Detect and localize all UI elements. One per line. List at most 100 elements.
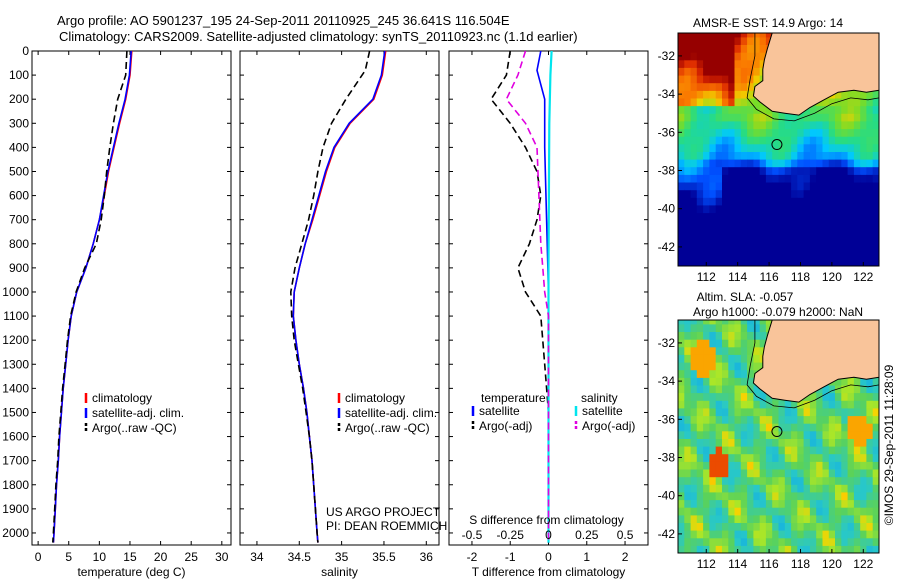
sst-map-ytick-label: -40 — [658, 202, 676, 216]
depth-tick-label: 100 — [9, 68, 29, 82]
sla-map-xtick-label: 112 — [697, 557, 716, 571]
legend-label: Argo(-adj) — [479, 419, 532, 433]
temperature-profile-frame — [31, 50, 232, 546]
sst-map-ytick-label: -32 — [658, 49, 676, 63]
depth-tick-label: 1000 — [2, 285, 29, 299]
sst-map-xtick-label: 120 — [822, 270, 842, 284]
depth-tick-label: 500 — [9, 164, 29, 178]
temperature-profile-xtick-label: 30 — [215, 550, 229, 564]
difference-profile-xtick-label: 2 — [622, 550, 629, 564]
difference-profile-xtick-label: -1 — [505, 550, 516, 564]
sla-map-ytick-label: -36 — [658, 412, 676, 426]
depth-tick-label: 600 — [9, 189, 29, 203]
depth-tick-label: 2000 — [2, 526, 29, 540]
legend-label: climatology — [345, 391, 405, 405]
sst-map-ytick-label: -34 — [658, 87, 676, 101]
legend-label: satellite — [582, 404, 623, 418]
sst-map-frame — [677, 32, 880, 267]
temperature-profile-xlabel: temperature (deg C) — [77, 565, 185, 579]
sst-map-ytick-label: -36 — [658, 125, 676, 139]
sla-map-frame — [677, 319, 880, 554]
depth-tick-label: 1200 — [2, 333, 29, 347]
salinity-profile-series-satellite-adj-clim- — [292, 50, 386, 543]
salinity-diff-tick-label: 0 — [545, 528, 552, 542]
sla-map-ytick-label: -38 — [658, 451, 676, 465]
pi-label: PI: DEAN ROEMMICH — [326, 519, 447, 533]
sla-map-xtick-label: 116 — [760, 557, 779, 571]
sst-map-xtick-label: 116 — [760, 270, 779, 284]
depth-tick-label: 800 — [9, 237, 29, 251]
depth-tick-label: 300 — [9, 116, 29, 130]
legend-label: satellite-adj. clim. — [345, 406, 437, 420]
salinity-profile-xtick-label: 34.5 — [288, 550, 312, 564]
sst-map-land — [752, 33, 879, 116]
temperature-profile-panel: 0 100 200 300 400 500 600 700 800 900 1000 1100 1200… — [2, 44, 232, 579]
imos-timestamp: ©IMOS 29-Sep-2011 11:28:09 — [882, 364, 896, 525]
difference-profile-panel: -2 -1 0 1 2T difference from climatology — [448, 50, 649, 579]
depth-tick-label: 1400 — [2, 381, 29, 395]
difference-profile-xtick-label: 1 — [583, 550, 590, 564]
difference-profile-xlabel: T difference from climatology — [472, 565, 626, 579]
difference-legend: temperature salinitysatelliteArgo(-adj)sa… — [462, 391, 636, 542]
sla-map-title-1: Altim. SLA: -0.057 — [697, 290, 794, 304]
salinity-diff-tick-label: -0.25 — [497, 528, 525, 542]
sla-map: 112 114 116 118 120 122 -32 -34 -36 -38 -40 -42 — [658, 319, 880, 571]
salinity-diff-label: S difference from climatology — [469, 513, 624, 527]
temperature-profile-xtick-label: 10 — [93, 550, 107, 564]
project-label: US ARGO PROJECT — [326, 505, 441, 519]
temperature-profile-xtick-label: 5 — [65, 550, 72, 564]
difference-profile-xtick-label: -2 — [467, 550, 478, 564]
sst-map-xtick-label: 112 — [697, 270, 716, 284]
legend-label: Argo(..raw -QC) — [92, 421, 177, 435]
depth-tick-label: 700 — [9, 213, 29, 227]
depth-tick-label: 400 — [9, 140, 29, 154]
temperature-profile-series-argo-raw-qc- — [52, 50, 128, 543]
legend-label: climatology — [92, 391, 152, 405]
legend-label: satellite-adj. clim. — [92, 406, 184, 420]
sla-map-ytick-label: -32 — [658, 336, 676, 350]
depth-tick-label: 1800 — [2, 478, 29, 492]
sla-map-xtick-label: 120 — [822, 557, 842, 571]
depth-tick-label: 1100 — [3, 309, 29, 323]
sst-map-xtick-label: 118 — [791, 270, 810, 284]
salinity-diff-tick-label: 0.25 — [575, 528, 599, 542]
temperature-profile-xtick-label: 20 — [154, 550, 168, 564]
temperature-profile-xtick-label: 0 — [35, 550, 42, 564]
salinity-profile-frame — [239, 50, 440, 546]
difference-profile-series-argo-adj- — [490, 50, 550, 543]
salinity-profile-panel: 34 34.5 35 35.5 36 salinity — [239, 50, 440, 579]
title-line-2: Climatology: CARS2009. Satellite-adjuste… — [59, 29, 578, 44]
depth-tick-label: 1700 — [2, 454, 29, 468]
legend-label: Argo(-adj) — [582, 419, 635, 433]
sst-map: 112 114 116 118 120 122 -32 -34 -36 -38 -40 -42 — [658, 32, 880, 284]
depth-tick-label: 900 — [9, 261, 29, 275]
depth-tick-label: 200 — [9, 92, 29, 106]
sla-map-xtick-label: 114 — [728, 557, 747, 571]
sst-map-argo-marker — [771, 139, 783, 151]
sla-map-isobath — [746, 320, 879, 409]
sla-map-xtick-label: 118 — [791, 557, 810, 571]
salinity-profile-xtick-label: 35.5 — [372, 550, 396, 564]
depth-tick-label: 1300 — [2, 357, 29, 371]
sla-map-argo-marker — [771, 426, 783, 438]
sla-map-ytick-label: -34 — [658, 374, 676, 388]
sla-map-land — [752, 320, 879, 403]
salinity-profile-series-argo-raw-qc- — [289, 50, 371, 543]
depth-tick-label: 1900 — [2, 502, 29, 516]
depth-tick-label: 1500 — [2, 405, 29, 419]
sst-map-title: AMSR-E SST: 14.9 Argo: 14 — [693, 16, 843, 30]
difference-profile-series-argo-adj- — [505, 50, 550, 543]
salinity-diff-tick-label: 0.5 — [617, 528, 634, 542]
sst-map-xtick-label: 122 — [853, 270, 873, 284]
legend-temperature-heading: temperature — [481, 391, 546, 405]
salinity-diff-tick-label: -0.5 — [462, 528, 483, 542]
difference-profile-xtick-label: 0 — [545, 550, 552, 564]
legend-label: satellite — [479, 404, 520, 418]
legend-label: Argo(..raw -QC) — [345, 421, 430, 435]
salinity-profile-xtick-label: 35 — [335, 550, 349, 564]
sla-map-xtick-label: 122 — [853, 557, 873, 571]
sla-map-ytick-label: -42 — [658, 527, 676, 541]
